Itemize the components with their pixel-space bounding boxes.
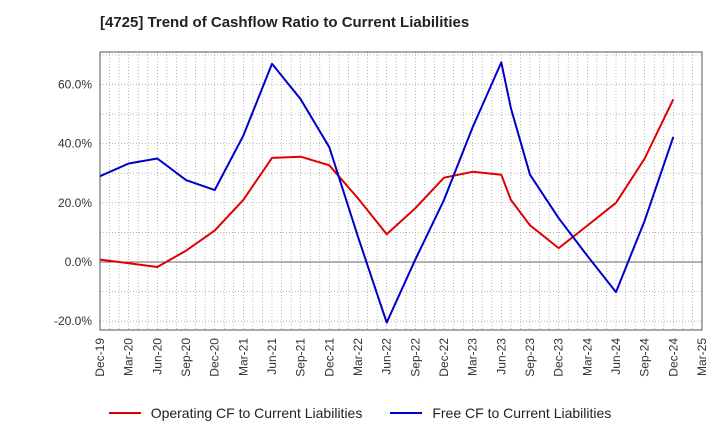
x-tick-label: Mar-20 [122, 338, 136, 376]
gridlines [99, 52, 703, 330]
legend: Operating CF to Current Liabilities Free… [0, 405, 720, 421]
x-tick-label: Mar-22 [351, 338, 365, 376]
x-tick-label: Dec-20 [208, 338, 222, 377]
legend-item-operating-cf: Operating CF to Current Liabilities [108, 405, 363, 421]
x-tick-label: Sep-24 [638, 338, 652, 377]
plot-border [99, 51, 703, 331]
series-lines [99, 61, 675, 324]
x-tick-label: Mar-24 [580, 338, 594, 376]
x-axis-ticks: Dec-19 Mar-20 Jun-20 Sep-20 Dec-20 Mar-21 Jun-… [93, 338, 709, 377]
x-tick-label: Dec-21 [322, 338, 336, 377]
x-tick-label: Dec-24 [666, 338, 680, 377]
y-tick-label: 0.0% [65, 255, 93, 269]
legend-item-free-cf: Free CF to Current Liabilities [390, 405, 611, 421]
x-tick-label: Sep-23 [523, 338, 537, 377]
x-tick-label: Jun-23 [494, 338, 508, 375]
plot-frame [99, 51, 703, 331]
x-tick-label: Dec-22 [437, 338, 451, 377]
x-tick-label: Sep-20 [179, 338, 193, 377]
x-tick-label: Mar-25 [695, 338, 709, 376]
x-tick-label: Jun-20 [150, 338, 164, 375]
series-line-free-cf [99, 61, 675, 324]
y-tick-label: -20.0% [54, 314, 92, 328]
x-tick-label: Mar-23 [466, 338, 480, 376]
x-tick-label: Jun-24 [609, 338, 623, 375]
x-tick-label: Jun-21 [265, 338, 279, 375]
x-tick-label: Dec-23 [552, 338, 566, 377]
x-tick-label: Jun-22 [380, 338, 394, 375]
y-tick-label: 60.0% [58, 78, 92, 92]
legend-swatch-free-cf [390, 412, 423, 414]
y-tick-label: 20.0% [58, 196, 92, 210]
chart-title: [4725] Trend of Cashflow Ratio to Curren… [100, 14, 470, 31]
legend-swatch-operating-cf [108, 412, 141, 414]
y-axis-ticks: -20.0% 0.0% 20.0% 40.0% 60.0% [54, 78, 92, 329]
legend-label-operating-cf: Operating CF to Current Liabilities [150, 405, 363, 421]
legend-label-free-cf: Free CF to Current Liabilities [432, 405, 612, 421]
x-tick-label: Sep-22 [408, 338, 422, 377]
x-tick-label: Mar-21 [236, 338, 250, 376]
x-tick-label: Dec-19 [93, 338, 107, 377]
y-tick-label: 40.0% [58, 137, 92, 151]
x-tick-label: Sep-21 [294, 338, 308, 377]
